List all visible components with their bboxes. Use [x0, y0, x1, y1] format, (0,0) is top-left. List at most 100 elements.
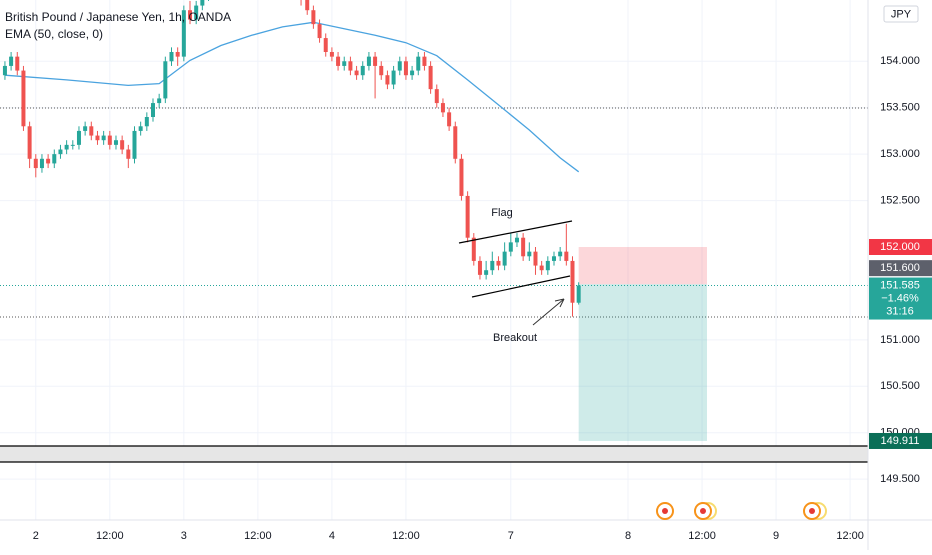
- chart-title: British Pound / Japanese Yen, 1h, OANDA: [5, 10, 231, 24]
- candle-body: [58, 149, 63, 155]
- y-tick-label: 153.500: [880, 102, 920, 114]
- candle-body: [89, 126, 94, 136]
- candle-body: [64, 144, 69, 150]
- candle-body: [410, 70, 415, 76]
- arrow-head: [554, 298, 565, 308]
- x-tick-label: 9: [773, 530, 779, 542]
- candle-body: [508, 242, 513, 252]
- plot-area: Flag Breakout: [0, 0, 868, 520]
- target-label: 149.911: [881, 435, 920, 447]
- candle-body: [373, 56, 378, 66]
- x-tick-label: 4: [329, 530, 335, 542]
- candle-body: [83, 126, 88, 131]
- candle-body: [107, 135, 112, 145]
- candle-body: [502, 251, 507, 266]
- candle-body: [342, 61, 347, 66]
- candle-body: [545, 260, 550, 271]
- ema-line: [4, 21, 580, 173]
- y-tick-label: 154.000: [880, 55, 920, 67]
- candle-body: [194, 5, 199, 20]
- y-tick-label: 151.000: [880, 334, 920, 346]
- candle-body: [496, 260, 501, 266]
- event-dot: [700, 508, 706, 514]
- candle-body: [366, 56, 371, 66]
- candle-body: [484, 270, 489, 275]
- candle-body: [459, 158, 464, 196]
- candle-body: [477, 260, 482, 275]
- arrow-line: [532, 298, 565, 326]
- candle-body: [428, 65, 433, 90]
- candle-body: [447, 112, 452, 127]
- candle-body: [95, 135, 100, 141]
- candle-body: [539, 265, 544, 271]
- candle-body: [514, 237, 519, 243]
- stop-label: 152.000: [880, 241, 920, 253]
- candle-body: [434, 89, 439, 104]
- y-tick-label: 152.500: [880, 194, 920, 206]
- event-icons: [656, 502, 827, 520]
- candle-body: [150, 103, 155, 117]
- candle-body: [453, 126, 458, 159]
- candle-body: [144, 117, 149, 127]
- candle-body: [465, 195, 470, 238]
- currency-box[interactable]: [883, 5, 919, 23]
- candle-body: [471, 237, 476, 261]
- candle-body: [533, 251, 538, 266]
- candle-body: [169, 52, 174, 62]
- candle-body: [576, 285, 581, 303]
- candle-body: [33, 158, 38, 169]
- support-zone: [0, 446, 868, 462]
- candle-body: [558, 251, 563, 257]
- stop-label-box: [869, 239, 932, 255]
- candle-body: [527, 251, 532, 257]
- candle-body: [132, 130, 137, 159]
- candle-body: [46, 158, 51, 164]
- candle-body: [39, 158, 44, 169]
- candle-body: [360, 65, 365, 76]
- x-tick-label: 12:00: [836, 530, 864, 542]
- candle-body: [440, 103, 445, 113]
- last-price-box: [869, 277, 932, 320]
- candle-body: [397, 61, 402, 71]
- y-tick-label: 149.500: [880, 473, 920, 485]
- candle-body: [113, 140, 118, 145]
- candle-body: [163, 61, 168, 99]
- candle-body: [422, 56, 427, 66]
- x-tick-label: 8: [625, 530, 631, 542]
- indicator-label: EMA (50, close, 0): [5, 27, 103, 41]
- x-tick-label: 12:00: [244, 530, 272, 542]
- candle-body: [70, 144, 75, 146]
- target-label-box: [869, 432, 932, 449]
- x-tick-label: 7: [508, 530, 514, 542]
- candle-body: [76, 130, 81, 145]
- candle-body: [490, 260, 495, 271]
- candle-body: [379, 65, 384, 76]
- y-tick-label: 153.000: [880, 148, 920, 160]
- x-tick-label: 12:00: [96, 530, 124, 542]
- event-dot: [809, 508, 815, 514]
- candle-body: [391, 70, 396, 85]
- target-zone: [578, 284, 707, 441]
- candle-body: [2, 65, 7, 76]
- entry-label: 151.600: [880, 262, 920, 274]
- last-price-label: 151.585: [880, 279, 920, 291]
- candle-body: [21, 70, 26, 127]
- candle-body: [200, 0, 205, 6]
- candle-body: [551, 256, 556, 261]
- candle-body: [175, 52, 180, 57]
- candle-body: [27, 126, 32, 159]
- stop-zone: [578, 247, 707, 285]
- last-price-change: −1.46%: [881, 292, 919, 304]
- annotation: Flag: [491, 207, 512, 219]
- candle-body: [126, 149, 131, 159]
- candle-body: [9, 56, 14, 66]
- candle-body: [416, 56, 421, 71]
- candle-body: [570, 260, 575, 303]
- candle-body: [564, 251, 569, 261]
- currency-label: JPY: [891, 8, 912, 20]
- candle-body: [305, 0, 310, 11]
- candle-body: [15, 56, 20, 71]
